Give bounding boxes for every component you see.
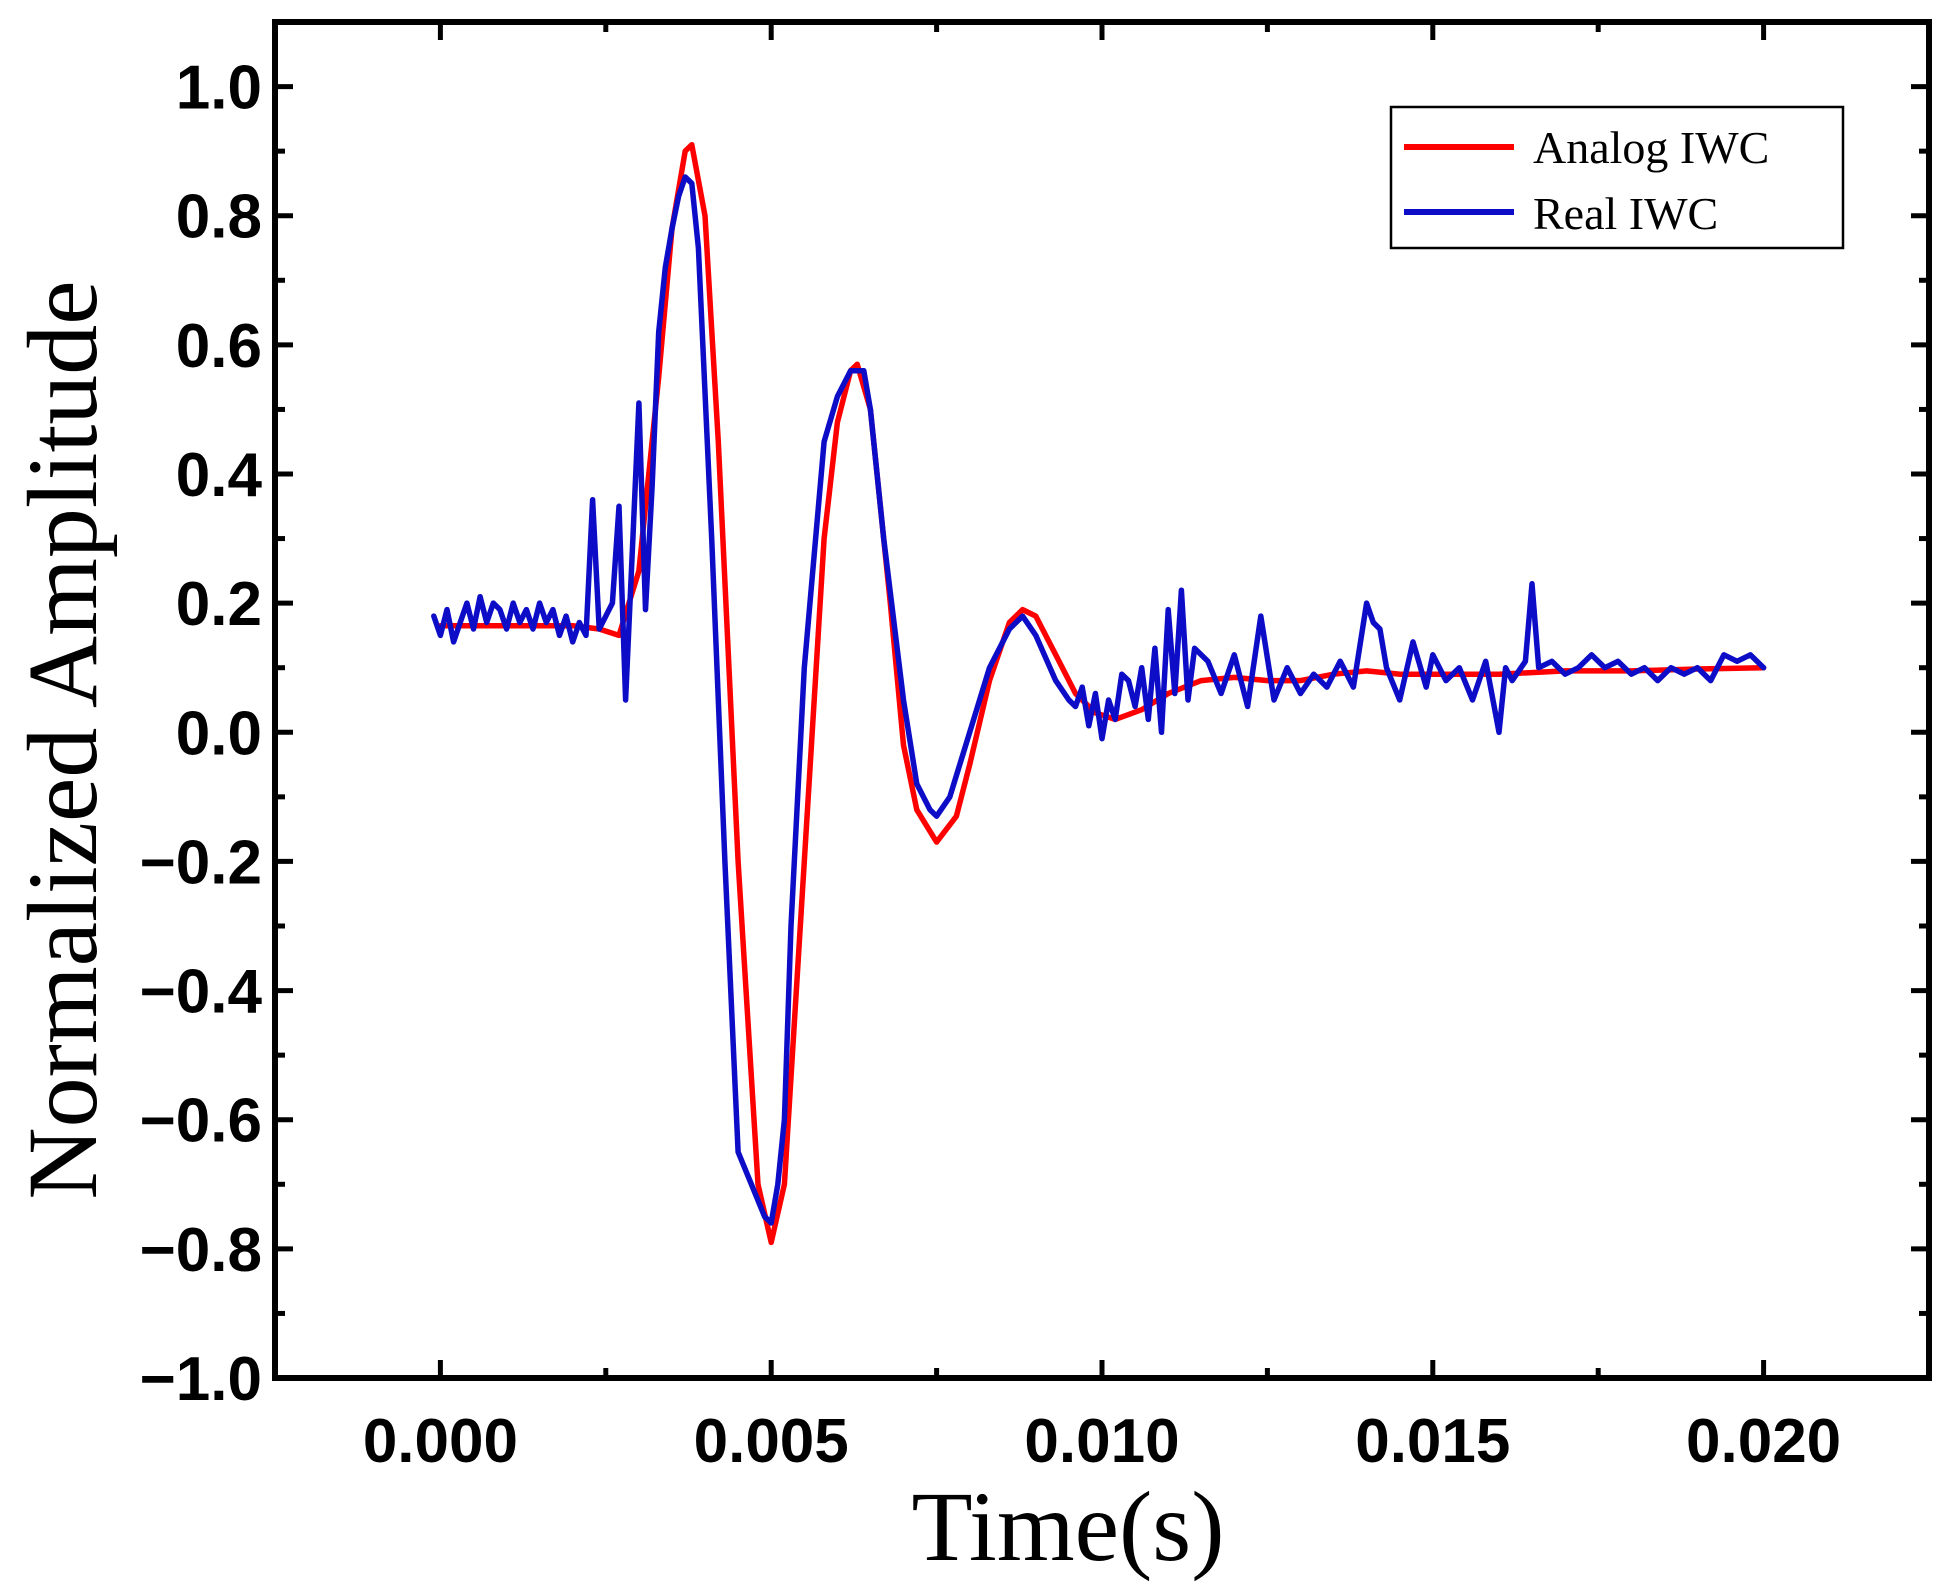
x-tick-label: 0.010 bbox=[1024, 1407, 1179, 1476]
y-tick-label: 0.8 bbox=[176, 183, 262, 252]
y-tick-label: −1.0 bbox=[140, 1345, 262, 1414]
y-tick-label: −0.2 bbox=[140, 828, 262, 897]
legend: Analog IWC Real IWC bbox=[1389, 105, 1845, 250]
series-layer bbox=[431, 141, 1767, 1246]
y-tick-label: −0.4 bbox=[140, 958, 263, 1027]
x-axis-title: Time(s) bbox=[911, 1471, 1224, 1582]
x-tick-label: 0.000 bbox=[363, 1407, 518, 1476]
x-tick-label: 0.005 bbox=[694, 1407, 849, 1476]
legend-label-analog: Analog IWC bbox=[1533, 122, 1769, 173]
y-tick-label: 0.2 bbox=[176, 570, 262, 639]
x-tick-label: 0.020 bbox=[1686, 1407, 1841, 1476]
tick-layer: 0.000 0.005 0.010 0.015 0.020 −1.0 −0.8 −0.6 −0.… bbox=[140, 22, 1929, 1476]
legend-label-real: Real IWC bbox=[1533, 188, 1718, 239]
legend-box bbox=[1389, 105, 1845, 250]
y-tick-label: −0.8 bbox=[140, 1216, 262, 1285]
y-tick-label: 1.0 bbox=[176, 54, 262, 123]
y-tick-label: 0.6 bbox=[176, 312, 262, 381]
series-line-analog-iwc bbox=[437, 141, 1767, 1246]
y-tick-label: 0.0 bbox=[176, 699, 262, 768]
y-tick-label: −0.6 bbox=[140, 1087, 262, 1156]
y-tick-label: 0.4 bbox=[176, 441, 263, 510]
y-axis-title: Normalized Amplitude bbox=[7, 280, 118, 1199]
x-tick-label: 0.015 bbox=[1355, 1407, 1510, 1476]
series-line-real-iwc bbox=[431, 174, 1767, 1226]
